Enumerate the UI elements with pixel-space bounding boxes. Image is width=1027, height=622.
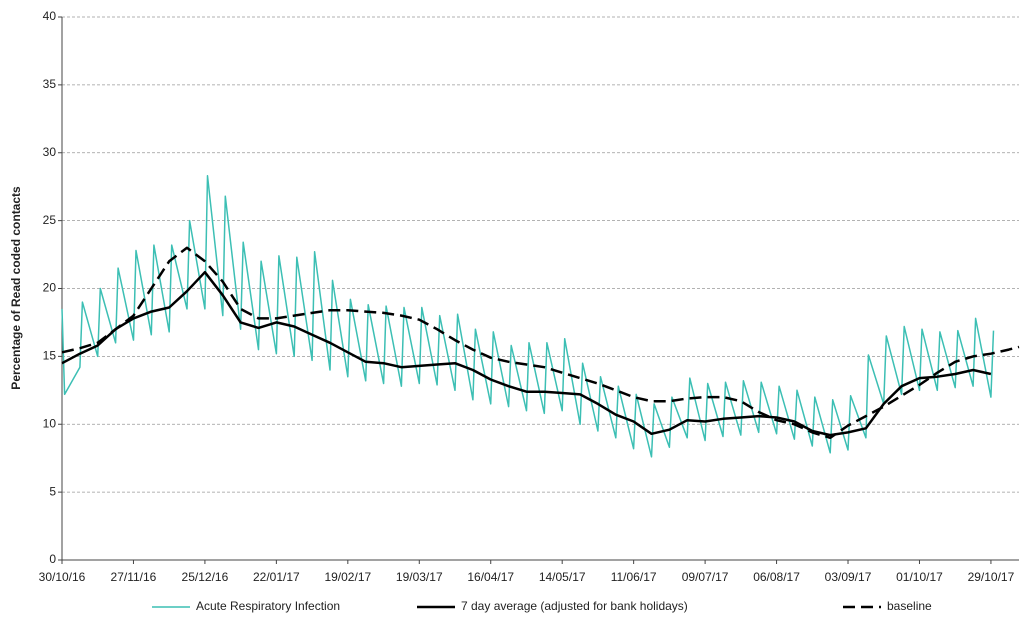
x-tick-label: 19/02/17 [324, 570, 371, 584]
y-axis-label: Percentage of Read coded contacts [9, 186, 23, 390]
y-tick-label: 40 [43, 9, 57, 23]
x-tick-label: 25/12/16 [182, 570, 229, 584]
x-tick-label: 29/10/17 [968, 570, 1015, 584]
x-tick-label: 27/11/16 [111, 570, 157, 584]
y-tick-label: 25 [43, 213, 57, 227]
x-tick-label: 11/06/17 [611, 570, 657, 584]
y-tick-label: 5 [49, 484, 56, 498]
y-tick-label: 15 [43, 349, 57, 363]
y-tick-label: 20 [43, 281, 57, 295]
y-tick-label: 30 [43, 145, 57, 159]
x-tick-label: 16/04/17 [467, 570, 514, 584]
x-tick-label: 09/07/17 [682, 570, 729, 584]
x-tick-label: 01/10/17 [896, 570, 943, 584]
x-tick-label: 14/05/17 [539, 570, 586, 584]
series-line [61, 175, 995, 458]
legend-label: Acute Respiratory Infection [196, 599, 340, 613]
legend-label: 7 day average (adjusted for bank holiday… [461, 599, 688, 613]
x-tick-label: 22/01/17 [253, 570, 300, 584]
x-tick-label: 30/10/16 [39, 570, 86, 584]
y-tick-label: 10 [43, 416, 57, 430]
y-tick-label: 0 [49, 552, 56, 566]
x-tick-label: 19/03/17 [396, 570, 443, 584]
y-tick-label: 35 [43, 77, 57, 91]
legend-label: baseline [887, 599, 932, 613]
x-tick-label: 03/09/17 [825, 570, 872, 584]
x-tick-label: 06/08/17 [753, 570, 800, 584]
series-line [61, 246, 1020, 440]
